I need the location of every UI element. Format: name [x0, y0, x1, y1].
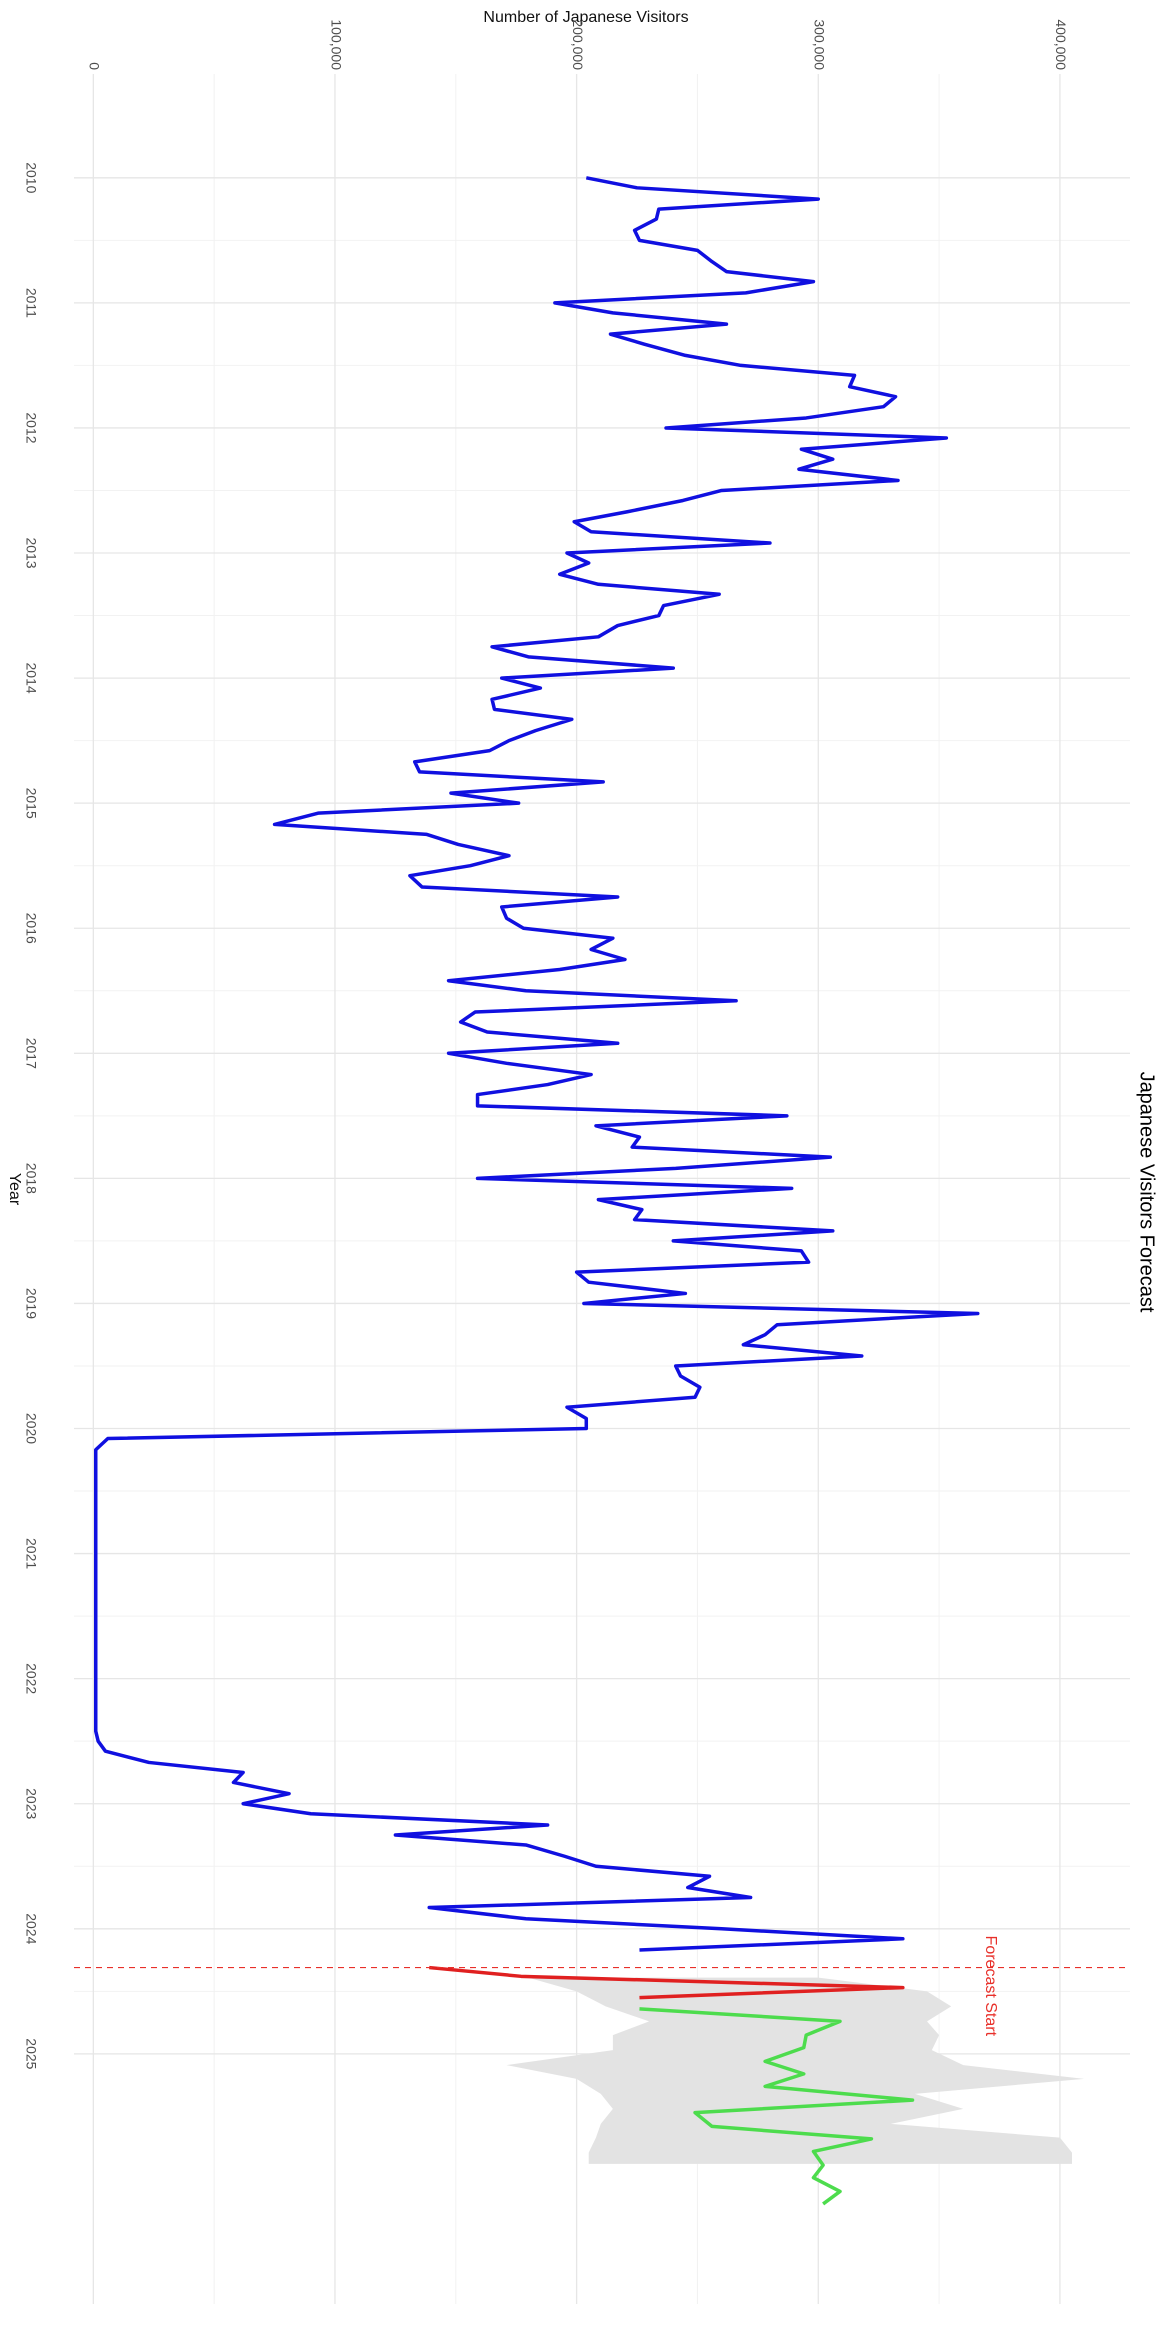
x-tick-label: 2025	[23, 2038, 39, 2069]
x-tick-label: 2020	[23, 1413, 39, 1444]
annotation: Forecast Start	[982, 1936, 999, 2037]
x-tick-label: 2015	[23, 788, 39, 819]
line	[429, 1965, 905, 2000]
y-tick-label: 0	[87, 62, 103, 70]
line	[639, 2007, 915, 2206]
axis-title: Year	[6, 1173, 23, 1206]
x-tick-label: 2019	[23, 1288, 39, 1319]
x-tick-label: 2014	[23, 663, 39, 694]
chart-title: Japanese Visitors Forecast	[1136, 1072, 1158, 1313]
y-tick-label: 400,000	[1053, 19, 1069, 70]
x-tick-label: 2011	[23, 288, 39, 318]
y-tick-label: 200,000	[570, 19, 586, 70]
y-tick-label: 100,000	[328, 19, 344, 70]
axis-title: Number of Japanese Visitors	[483, 9, 688, 26]
x-tick-label: 2022	[23, 1663, 39, 1694]
x-tick-label: 2024	[23, 1913, 39, 1944]
x-tick-label: 2018	[23, 1163, 39, 1194]
y-tick-label: 300,000	[812, 19, 828, 70]
x-tick-label: 2013	[23, 537, 39, 568]
x-tick-label: 2012	[23, 412, 39, 443]
x-tick-label: 2021	[23, 1538, 39, 1569]
line	[93, 176, 980, 1952]
x-tick-label: 2017	[23, 1038, 39, 1069]
x-tick-label: 2023	[23, 1788, 39, 1819]
x-tick-label: 2016	[23, 913, 39, 944]
x-tick-label: 2010	[23, 162, 39, 193]
